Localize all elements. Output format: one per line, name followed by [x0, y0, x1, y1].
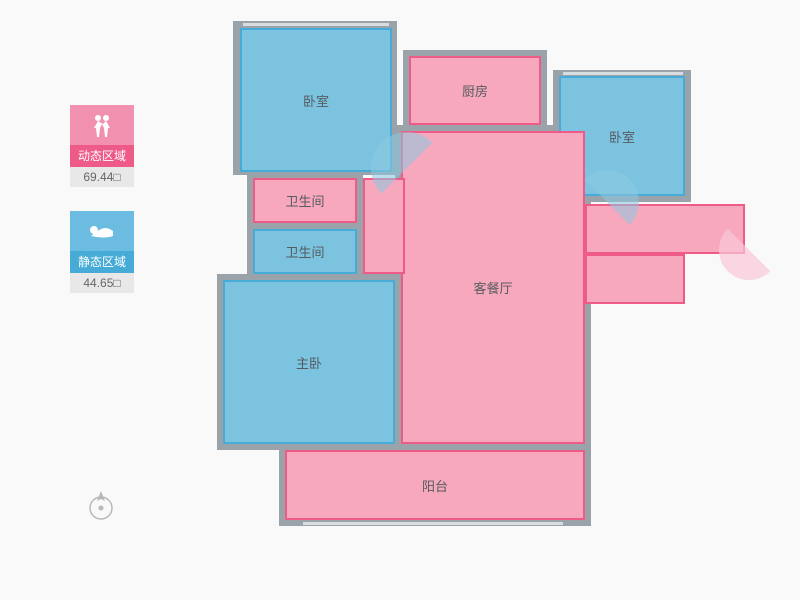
- room-hallway: [363, 178, 405, 274]
- legend: 动态区域 69.44□ 静态区域 44.65□: [70, 105, 134, 317]
- room-master: 主卧: [223, 280, 395, 444]
- room-bath2: 卫生间: [253, 229, 357, 274]
- legend-static-value: 44.65□: [70, 273, 134, 293]
- room-living: 客餐厅: [401, 131, 585, 444]
- room-bath1: 卫生间: [253, 178, 357, 223]
- legend-static-label: 静态区域: [70, 251, 134, 273]
- room-label: 厨房: [462, 81, 488, 100]
- compass-icon: [84, 488, 118, 522]
- room-label: 阳台: [422, 476, 448, 495]
- floorplan: 卧室卫生间卫生间主卧厨房卧室客餐厅阳台: [223, 14, 746, 586]
- sleep-icon: [70, 211, 134, 251]
- window-strip: [563, 72, 683, 75]
- window-strip: [243, 23, 389, 26]
- room-label: 卫生间: [285, 242, 324, 261]
- legend-dynamic-label: 动态区域: [70, 145, 134, 167]
- legend-static: 静态区域 44.65□: [70, 211, 134, 293]
- room-bedroom1: 卧室: [240, 28, 392, 172]
- people-icon: [70, 105, 134, 145]
- room-corridor: [585, 254, 685, 304]
- room-label: 卫生间: [285, 191, 324, 210]
- legend-dynamic-value: 69.44□: [70, 167, 134, 187]
- door-arc: [719, 220, 779, 280]
- room-label: 卧室: [303, 91, 329, 110]
- window-strip: [303, 522, 563, 525]
- room-label: 主卧: [296, 353, 322, 372]
- legend-dynamic: 动态区域 69.44□: [70, 105, 134, 187]
- room-kitchen: 厨房: [409, 56, 541, 125]
- room-label: 客餐厅: [473, 278, 512, 297]
- room-balcony: 阳台: [285, 450, 585, 520]
- room-label: 卧室: [609, 127, 635, 146]
